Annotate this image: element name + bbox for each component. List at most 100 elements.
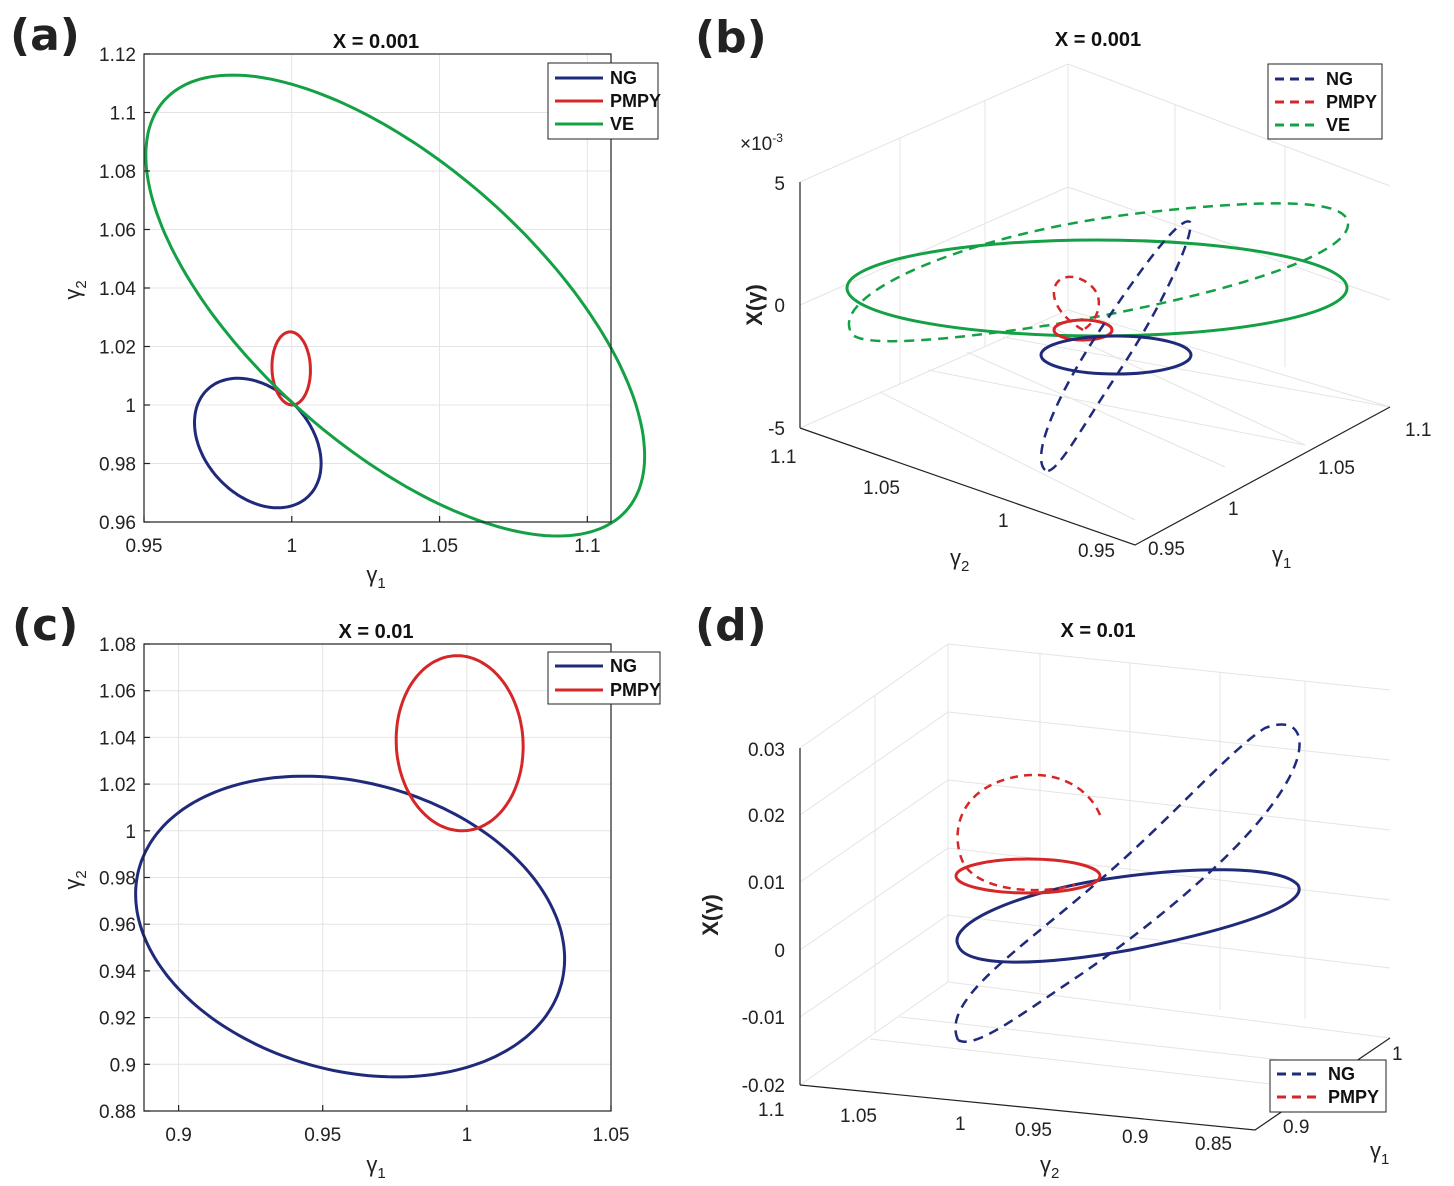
b-ng-dashed xyxy=(1039,220,1192,473)
a-ytick-label-2: 1 xyxy=(125,396,136,417)
chart-a: X = 0.001 0.95 1 1.05 1.1 0.96 0.98 1 1.02 1.04 1… xyxy=(60,31,661,592)
chart-c-xlabel: γ1 xyxy=(366,1152,385,1182)
b-xtick-0.95: 0.95 xyxy=(1148,539,1185,560)
chart-c-ylabel: γ2 xyxy=(60,870,90,889)
legend-b-pmpy-label: PMPY xyxy=(1326,92,1377,112)
legend-b-ng-label: NG xyxy=(1326,69,1353,89)
c-ytick-label-10: 1.08 xyxy=(99,635,136,656)
panel-label-c: (c) xyxy=(12,600,78,651)
c-ytick-label-5: 0.98 xyxy=(99,869,136,890)
b-ztick-m5: -5 xyxy=(768,419,785,440)
c-xtick-label-0: 0.9 xyxy=(165,1125,191,1146)
a-curve-pmpy xyxy=(270,330,312,407)
d-ztick-0.02: 0.02 xyxy=(748,806,785,827)
legend-c-ng-label: NG xyxy=(610,656,637,676)
legend-c-pmpy-label: PMPY xyxy=(610,680,661,700)
d-xlabel: γ1 xyxy=(1370,1138,1389,1168)
b-xtick-1.1: 1.1 xyxy=(1405,420,1431,441)
b-pmpy-solid xyxy=(1052,318,1114,342)
b-zexponent: ×10-3 xyxy=(740,131,783,155)
a-xtick-label-0: 0.95 xyxy=(126,536,163,557)
b-xlabel: γ1 xyxy=(1272,542,1291,572)
chart-c-legend: NG PMPY xyxy=(547,651,661,705)
chart-c-title: X = 0.01 xyxy=(338,621,413,643)
chart-a-ylabel: γ2 xyxy=(60,280,90,299)
d-xtick-0.9: 0.9 xyxy=(1283,1117,1309,1138)
b-ytick-1.05: 1.05 xyxy=(863,478,900,499)
d-ztick-m0.01: -0.01 xyxy=(742,1008,785,1029)
c-ytick-label-6: 1 xyxy=(125,822,136,843)
d-ztick-0: 0 xyxy=(774,941,785,962)
d-ztick-m0.02: -0.02 xyxy=(742,1076,785,1097)
c-xtick-label-1: 0.95 xyxy=(304,1125,341,1146)
panel-label-a: (a) xyxy=(10,10,80,61)
chart-b-legend: NG PMPY VE xyxy=(1267,63,1383,140)
d-ng-solid xyxy=(955,868,1301,964)
chart-b-base-axes xyxy=(799,406,1391,546)
chart-d-title: X = 0.01 xyxy=(1060,620,1135,642)
d-ytick-0.95: 0.95 xyxy=(1015,1120,1052,1141)
chart-d-grid xyxy=(799,643,1391,1086)
a-ytick-label-3: 1.02 xyxy=(99,338,136,359)
chart-b: X = 0.001 5 xyxy=(740,29,1431,575)
d-xtick-1: 1 xyxy=(1392,1044,1403,1065)
c-ytick-label-3: 0.94 xyxy=(99,962,136,983)
c-ytick-label-1: 0.9 xyxy=(110,1055,136,1076)
c-ytick-label-0: 0.88 xyxy=(99,1102,136,1123)
d-pmpy-solid xyxy=(954,857,1102,895)
chart-d: X = 0.01 0.03 0.02 0.01 0 xyxy=(698,620,1403,1182)
a-curve-ng xyxy=(193,376,323,510)
b-xtick-1: 1 xyxy=(1228,499,1239,520)
chart-d-curves xyxy=(954,723,1301,1043)
d-ztick-0.01: 0.01 xyxy=(748,873,785,894)
c-ytick-label-9: 1.06 xyxy=(99,682,136,703)
c-ytick-label-7: 1.02 xyxy=(99,775,136,796)
a-ytick-label-1: 0.98 xyxy=(99,455,136,476)
c-curve-pmpy xyxy=(394,654,525,833)
d-zlabel: X(γ) xyxy=(698,894,723,936)
chart-a-title: X = 0.001 xyxy=(333,31,419,53)
d-ylabel: γ2 xyxy=(1040,1152,1059,1182)
b-ytick-1.1: 1.1 xyxy=(770,447,796,468)
c-ytick-label-8: 1.04 xyxy=(99,728,136,749)
b-ytick-1: 1 xyxy=(998,511,1009,532)
b-ztick-5: 5 xyxy=(774,174,785,195)
panel-label-d: (d) xyxy=(695,600,767,651)
d-ytick-0.85: 0.85 xyxy=(1195,1134,1232,1155)
a-ytick-label-4: 1.04 xyxy=(99,279,136,300)
d-ytick-1: 1 xyxy=(955,1114,966,1135)
chart-b-curves xyxy=(845,202,1350,473)
panel-label-b: (b) xyxy=(695,12,767,63)
legend-a-ng-label: NG xyxy=(610,68,637,88)
c-ytick-label-2: 0.92 xyxy=(99,1009,136,1030)
chart-c: X = 0.01 0.9 0.95 1 1.05 0.88 0.9 0.92 0.94 0.96… xyxy=(60,621,661,1182)
d-ztick-0.03: 0.03 xyxy=(748,740,785,761)
b-pmpy-dashed xyxy=(1052,275,1101,332)
legend-d-ng-label: NG xyxy=(1328,1064,1355,1084)
a-ytick-label-5: 1.06 xyxy=(99,221,136,242)
b-ztick-0: 0 xyxy=(774,296,785,317)
a-ytick-label-0: 0.96 xyxy=(99,513,136,534)
chart-b-grid xyxy=(799,63,1391,521)
a-xtick-label-3: 1.1 xyxy=(574,536,600,557)
a-ytick-label-6: 1.08 xyxy=(99,162,136,183)
a-xtick-label-2: 1.05 xyxy=(421,536,458,557)
a-ytick-label-8: 1.12 xyxy=(99,45,136,66)
c-ytick-label-4: 0.96 xyxy=(99,915,136,936)
legend-a-ve-label: VE xyxy=(610,114,634,134)
a-ytick-label-7: 1.1 xyxy=(110,104,136,125)
b-ylabel: γ2 xyxy=(950,545,969,575)
b-zlabel: X(γ) xyxy=(742,284,767,326)
a-xtick-label-1: 1 xyxy=(286,536,297,557)
d-pmpy-dashed xyxy=(956,773,1102,892)
b-ve-dashed xyxy=(847,202,1350,343)
b-xtick-1.05: 1.05 xyxy=(1318,458,1355,479)
legend-b-ve-label: VE xyxy=(1326,115,1350,135)
c-curve-ng xyxy=(134,774,567,1079)
c-xtick-label-3: 1.05 xyxy=(593,1125,630,1146)
a-curve-ve xyxy=(144,73,647,538)
d-ytick-0.9: 0.9 xyxy=(1122,1127,1148,1148)
legend-a-pmpy-label: PMPY xyxy=(610,91,661,111)
b-ytick-0.95: 0.95 xyxy=(1078,541,1115,562)
